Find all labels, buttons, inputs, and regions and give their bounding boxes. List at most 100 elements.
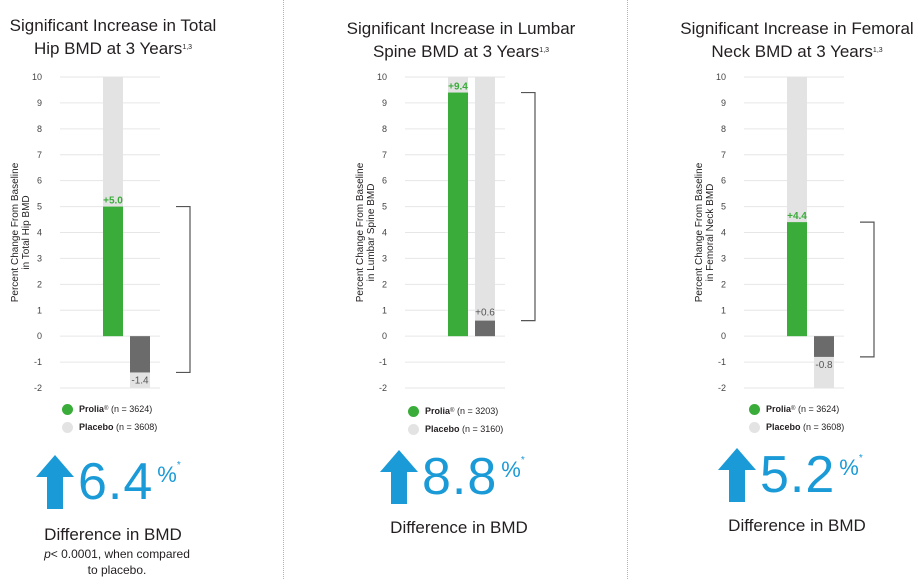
panel-title: Significant Increase in Total Hip BMD at…	[0, 14, 226, 60]
legend-registered-mark: ®	[791, 406, 796, 412]
y-axis-label: Percent Change From Baseline in Total Hip…	[10, 162, 32, 302]
y-tick-label: 3	[382, 253, 387, 263]
y-tick-label: 6	[721, 176, 726, 186]
legend-n-placebo: (n = 3608)	[116, 422, 158, 432]
difference-value: 5.2	[760, 446, 836, 504]
y-tick-label: 7	[382, 150, 387, 160]
title-footnote-ref: 1,3	[872, 47, 883, 54]
legend-n-prolia: (n = 3624)	[797, 404, 840, 414]
y-axis-label-line-1: Percent Change From Baseline	[10, 162, 21, 302]
percent-sign: %	[157, 462, 177, 487]
difference-unit: %*	[157, 460, 181, 488]
panel-title: Significant Increase in Femoral Neck BMD…	[664, 17, 924, 63]
up-arrow-icon	[718, 448, 756, 502]
legend-label-prolia: Prolia	[79, 404, 105, 414]
title-line-1: Significant Increase in Total	[9, 16, 217, 35]
legend-n-prolia: (n = 3624)	[110, 404, 153, 414]
y-tick-label: 9	[37, 98, 42, 108]
y-tick-label: 8	[37, 124, 42, 134]
legend-n-prolia: (n = 3203)	[456, 406, 499, 416]
y-tick-label: 2	[382, 279, 387, 289]
total-hip-panel: Significant Increase in Total Hip BMD at…	[0, 0, 226, 579]
legend-item-placebo: Placebo (n = 3608)	[62, 418, 157, 436]
legend-label-placebo: Placebo	[79, 422, 114, 432]
y-tick-label: -2	[379, 383, 387, 393]
y-tick-label: 4	[37, 228, 42, 238]
y-tick-label: -1	[718, 357, 726, 367]
p-italic: p	[44, 547, 51, 561]
y-axis-label: Percent Change From Baseline in Lumbar Sp…	[355, 162, 377, 302]
y-tick-label: 8	[382, 124, 387, 134]
title-footnote-ref: 1,3	[539, 47, 550, 54]
placebo-bar-background	[475, 77, 495, 337]
y-tick-label: 0	[382, 331, 387, 341]
difference-unit: %*	[839, 453, 863, 481]
y-tick-label: 1	[382, 305, 387, 315]
asterisk-footnote-ref: *	[176, 460, 181, 471]
y-tick-label: 10	[32, 72, 42, 82]
femoral-neck-panel: Significant Increase in Femoral Neck BMD…	[664, 0, 924, 579]
prolia-data-label: +9.4	[448, 82, 468, 93]
y-tick-label: 7	[721, 150, 726, 160]
legend-item-prolia: Prolia ® (n = 3624)	[749, 400, 844, 418]
y-tick-label: -1	[34, 357, 42, 367]
y-tick-label: -1	[379, 357, 387, 367]
y-tick-label: -2	[34, 383, 42, 393]
difference-label: Difference in BMD	[728, 516, 866, 535]
title-line-2: Spine BMD at 3 Years	[372, 42, 540, 61]
legend-swatch-prolia	[749, 403, 760, 415]
chart-legend: Prolia ® (n = 3624) Placebo (n = 3608)	[62, 400, 157, 436]
asterisk-footnote-ref: *	[520, 455, 525, 466]
title-line-2: Hip BMD at 3 Years	[33, 39, 183, 58]
y-tick-label: 6	[37, 176, 42, 186]
legend-n-placebo: (n = 3608)	[803, 422, 845, 432]
legend-item-prolia: Prolia ® (n = 3624)	[62, 400, 157, 418]
placebo-data-label: -0.8	[815, 360, 833, 371]
footnote-text: < 0.0001, when compared	[50, 547, 190, 561]
y-axis-label-line-2: in Total Hip BMD	[21, 195, 32, 269]
title-footnote-ref: 1,3	[182, 44, 193, 51]
placebo-data-label: +0.6	[475, 308, 495, 319]
prolia-bar	[103, 206, 123, 337]
legend-registered-mark: ®	[450, 408, 455, 414]
legend-registered-mark: ®	[104, 406, 109, 412]
y-tick-label: 3	[721, 253, 726, 263]
y-axis-label: Percent Change From Baseline in Femoral N…	[694, 162, 716, 302]
difference-unit: %*	[501, 455, 525, 483]
prolia-bar	[787, 222, 807, 337]
y-tick-label: 9	[721, 98, 726, 108]
panel-title: Significant Increase in Lumbar Spine BMD…	[330, 17, 592, 63]
chart-legend: Prolia ® (n = 3203) Placebo (n = 3160)	[408, 402, 503, 438]
asterisk-footnote-ref: *	[858, 453, 863, 464]
y-tick-label: 1	[721, 305, 726, 315]
panel-divider-2	[627, 0, 628, 579]
footnote-line-2: to placebo.	[87, 563, 147, 577]
y-tick-label: 3	[37, 253, 42, 263]
difference-callout: 6.4 %*	[36, 455, 181, 509]
chart-legend: Prolia ® (n = 3624) Placebo (n = 3608)	[749, 400, 844, 436]
femoral-neck-bmd-chart: -2 -1 0 1 2 3 4 5 6 7 8 9 10 Percent Change From Base…	[694, 72, 875, 393]
y-tick-label: 10	[377, 72, 387, 82]
placebo-data-label: -1.4	[131, 375, 149, 386]
y-tick-label: 9	[382, 98, 387, 108]
prolia-data-label: +4.4	[787, 211, 807, 222]
up-arrow-icon	[380, 450, 418, 504]
y-tick-label: 10	[716, 72, 726, 82]
p-value-footnote: p< 0.0001, when compared to placebo.	[0, 546, 234, 578]
title-line-2: Neck BMD at 3 Years	[711, 42, 873, 61]
y-tick-label: -2	[718, 383, 726, 393]
legend-item-placebo: Placebo (n = 3608)	[749, 418, 844, 436]
title-line-1: Significant Increase in Lumbar	[346, 19, 576, 38]
placebo-bar	[814, 336, 834, 357]
percent-sign: %	[839, 455, 859, 480]
title-line-1: Significant Increase in Femoral	[680, 19, 914, 38]
legend-label-placebo: Placebo	[766, 422, 801, 432]
y-tick-label: 5	[721, 202, 726, 212]
legend-label-placebo: Placebo	[425, 424, 460, 434]
difference-value: 8.8	[422, 448, 498, 506]
y-axis-label-line-2: in Lumbar Spine BMD	[366, 184, 377, 282]
legend-swatch-placebo	[408, 423, 419, 435]
y-tick-label: 4	[382, 228, 387, 238]
difference-label: Difference in BMD	[44, 525, 182, 544]
legend-swatch-placebo	[749, 421, 760, 433]
